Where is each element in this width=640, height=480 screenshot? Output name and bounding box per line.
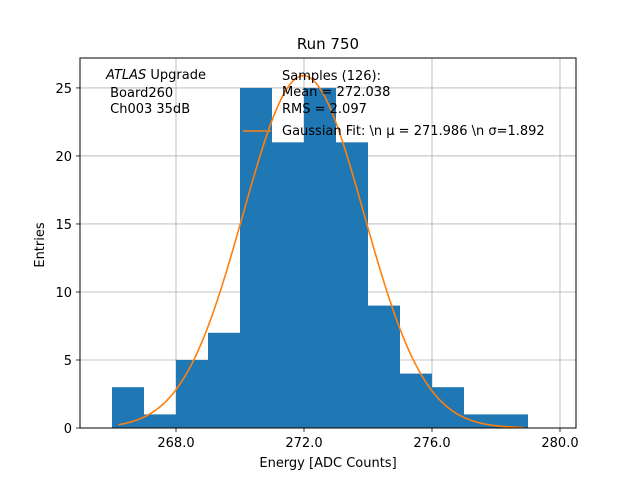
histogram-bar-11 — [464, 414, 496, 428]
histogram-bar-5 — [272, 142, 304, 428]
legend-samples-swatch — [243, 89, 270, 98]
histogram-bar-2 — [176, 359, 208, 428]
x-tick-label-1: 272.0 — [285, 436, 322, 451]
x-tick-label-3: 280.0 — [541, 436, 578, 451]
histogram-bar-8 — [368, 305, 400, 428]
y-tick-label-2: 10 — [55, 286, 72, 301]
y-tick-label-5: 25 — [55, 82, 72, 97]
channel-label: Ch003 35dB — [106, 102, 190, 117]
histogram-bar-12 — [496, 414, 528, 428]
histogram-bars — [112, 87, 528, 429]
board-label: Board260 — [106, 86, 173, 101]
chart-title: Run 750 — [297, 35, 359, 53]
histogram-bar-7 — [336, 142, 368, 428]
y-tick-label-0: 0 — [64, 422, 72, 437]
gaussian-fit — [118, 74, 525, 429]
fit-curve — [118, 74, 525, 429]
atlas-label: ATLAS — [105, 68, 146, 83]
y-axis-label: Entries — [33, 222, 48, 268]
x-tick-label-0: 268.0 — [157, 436, 194, 451]
histogram-bar-0 — [112, 387, 144, 428]
y-tick-label-3: 15 — [55, 218, 72, 233]
legend: Samples (126): Mean = 272.038 RMS = 2.09… — [243, 69, 545, 139]
svg-text:ATLAS Upgrade: ATLAS Upgrade — [105, 68, 206, 83]
legend-samples-line-1: Mean = 272.038 — [282, 85, 390, 100]
x-tick-label-2: 276.0 — [413, 436, 450, 451]
legend-fit-label: Gaussian Fit: \n μ = 271.986 \n σ=1.892 — [282, 124, 545, 139]
legend-samples-line-0: Samples (126): — [282, 69, 381, 84]
legend-samples-line-2: RMS = 2.097 — [282, 102, 367, 117]
histogram-bar-9 — [400, 373, 432, 428]
histogram-bar-3 — [208, 332, 240, 428]
histogram-bar-4 — [240, 87, 272, 429]
atlas-annotation: ATLAS Upgrade Board260 Ch003 35dB — [105, 68, 206, 117]
plot-frame — [79, 57, 577, 429]
histogram-bar-6 — [304, 87, 336, 429]
x-axis-label: Energy [ADC Counts] — [259, 456, 396, 471]
y-tick-label-1: 5 — [64, 354, 72, 369]
axis-ticks: 268.0 272.0 276.0 280.0 0 5 10 15 20 25 — [55, 82, 578, 451]
histogram-bar-1 — [144, 414, 176, 428]
y-tick-label-4: 20 — [55, 150, 72, 165]
atlas-label-rest: Upgrade — [146, 68, 206, 83]
